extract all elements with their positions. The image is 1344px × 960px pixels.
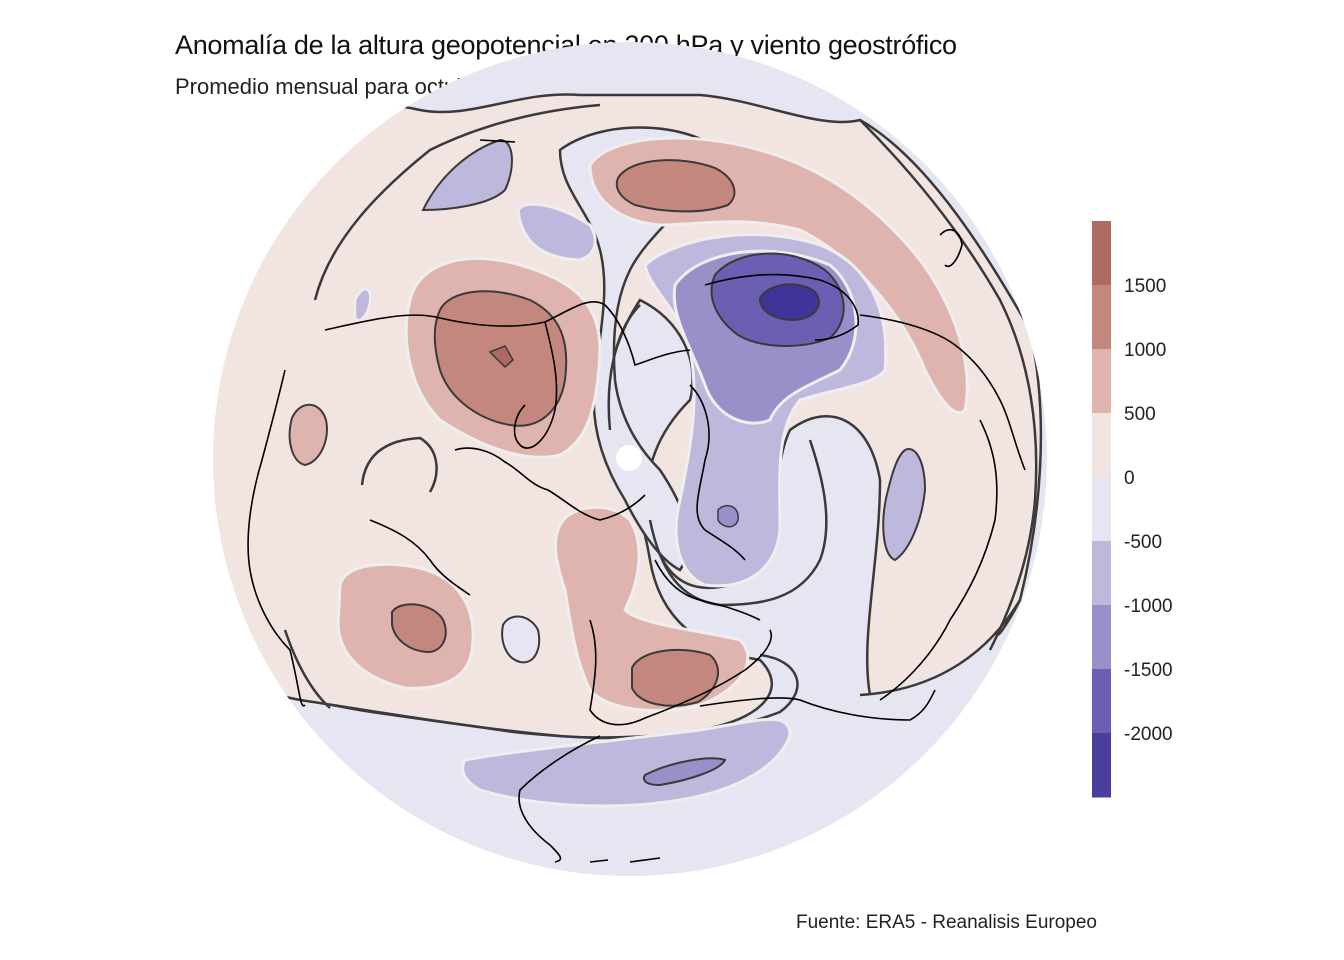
colorbar-tick-label: 500 [1124, 404, 1156, 425]
colorbar-bin-0 [1092, 221, 1111, 286]
colorbar-bin-7 [1092, 669, 1111, 734]
ridge-northwest-max [488, 345, 514, 369]
trough-north-a [421, 138, 513, 212]
colorbar-labels: 1500 1000 500 0 -500 -1000 -1500 -2000 [1124, 276, 1173, 745]
colorbar-bin-3 [1092, 413, 1111, 478]
trough-south-band [461, 717, 792, 808]
ridge-europe-strong [631, 648, 719, 707]
ridge-southwest-strong [391, 603, 447, 654]
colorbar-bin-5 [1092, 541, 1111, 606]
colorbar-tick-label: 1500 [1124, 276, 1166, 297]
trough-asia-max [758, 283, 820, 322]
colorbar-bin-2 [1092, 349, 1111, 414]
contour-lines [283, 103, 1038, 709]
colorbar-bin-4 [1092, 477, 1111, 542]
north-pole-marker [616, 445, 642, 471]
trough-south-mid [642, 757, 727, 787]
coastlines [247, 139, 1026, 863]
colorbar [1092, 221, 1111, 798]
trough-southwest-hole [501, 615, 540, 664]
colorbar-tick-label: -1000 [1124, 596, 1173, 617]
contour-southeast [859, 599, 1022, 697]
colorbar-tick-label: -2000 [1124, 724, 1173, 745]
colorbar-bin-6 [1092, 605, 1111, 670]
colorbar-tick-label: 1000 [1124, 340, 1166, 361]
source-caption: Fuente: ERA5 - Reanalisis Europeo [796, 912, 1097, 933]
colorbar-tick-label: -500 [1124, 532, 1162, 553]
ridge-north-strong [615, 159, 736, 213]
ridge-west-small [288, 403, 328, 467]
colorbar-tick-label: -1500 [1124, 660, 1173, 681]
colorbar-bin-8 [1092, 733, 1111, 798]
trough-east-narrow [882, 448, 927, 562]
colorbar-bin-1 [1092, 285, 1111, 350]
trough-west-narrow [353, 287, 372, 322]
anomaly-field [213, 42, 1047, 876]
trough-north-b [516, 202, 597, 262]
colorbar-tick-label: 0 [1124, 468, 1135, 489]
trough-asia-small [717, 504, 739, 528]
